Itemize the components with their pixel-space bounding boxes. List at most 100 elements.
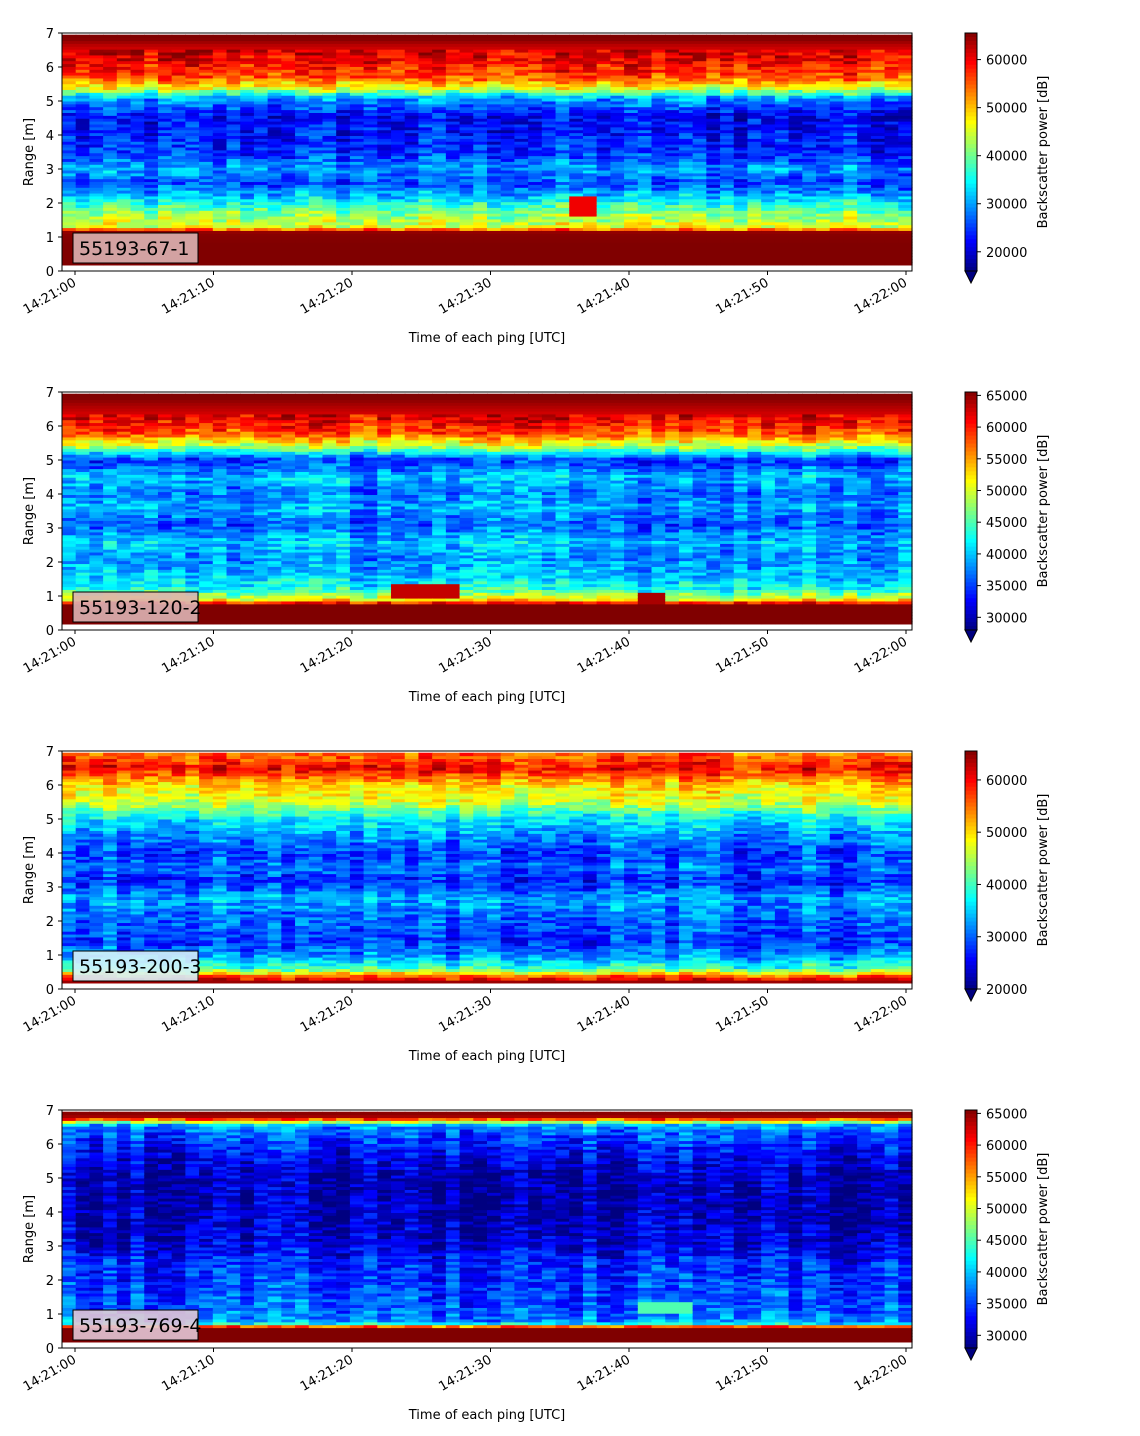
heatmap-cell	[391, 236, 406, 240]
heatmap-cell	[199, 201, 214, 206]
heatmap-cell	[295, 109, 310, 113]
heatmap-cell	[528, 149, 543, 154]
heatmap-cell	[144, 51, 159, 56]
heatmap-cell	[212, 181, 228, 185]
heatmap-cell	[308, 241, 324, 246]
heatmap-cell	[363, 169, 378, 174]
heatmap-cell	[308, 74, 324, 79]
heatmap-cell	[473, 72, 488, 76]
heatmap-cell	[267, 241, 282, 246]
heatmap-cell	[336, 224, 351, 229]
heatmap-cell	[308, 152, 324, 157]
heatmap-cell	[240, 230, 255, 234]
heatmap-cell	[500, 241, 516, 246]
heatmap-cell	[281, 72, 296, 76]
heatmap-cell	[267, 138, 282, 142]
heatmap-cell	[89, 207, 104, 211]
heatmap-cell	[418, 250, 433, 254]
heatmap-cell	[267, 244, 282, 249]
heatmap-cell	[281, 121, 296, 125]
heatmap-cell	[62, 230, 77, 234]
heatmap-cell	[199, 112, 214, 116]
heatmap-cell	[349, 241, 365, 246]
heatmap-cell	[473, 146, 488, 151]
heatmap-cell	[185, 115, 200, 119]
heatmap-cell	[473, 54, 488, 59]
heatmap-cell	[445, 230, 461, 234]
heatmap-cell	[624, 34, 639, 39]
heatmap-cell	[555, 92, 570, 96]
heatmap-cell	[377, 83, 392, 88]
heatmap-cell	[445, 152, 461, 157]
heatmap-cell	[404, 57, 420, 62]
heatmap-cell	[103, 40, 118, 44]
heatmap-cell	[253, 118, 269, 122]
heatmap-cell	[391, 210, 406, 214]
heatmap-cell	[62, 144, 77, 148]
heatmap-cell	[445, 126, 461, 131]
heatmap-cell	[377, 227, 392, 231]
heatmap-cell	[199, 198, 214, 203]
heatmap-cell	[89, 167, 104, 171]
heatmap-cell	[404, 167, 420, 171]
heatmap-cell	[281, 54, 296, 59]
heatmap-cell	[582, 198, 598, 203]
heatmap-cell	[240, 103, 255, 108]
heatmap-cell	[569, 86, 584, 90]
heatmap-cell	[308, 262, 324, 266]
heatmap-cell	[75, 190, 91, 194]
heatmap-cell	[240, 129, 255, 134]
heatmap-cell	[185, 46, 200, 50]
heatmap-cell	[500, 146, 516, 151]
heatmap-cell	[473, 158, 488, 162]
heatmap-cell	[130, 60, 145, 65]
heatmap-cell	[487, 230, 502, 234]
heatmap-cell	[569, 98, 584, 102]
heatmap-cell	[541, 215, 557, 220]
heatmap-cell	[253, 155, 269, 160]
heatmap-cell	[487, 89, 502, 93]
heatmap-cell	[391, 155, 406, 160]
heatmap-cell	[500, 100, 516, 105]
heatmap-cell	[240, 112, 255, 116]
heatmap-cell	[555, 161, 570, 165]
heatmap-cell	[349, 172, 365, 177]
heatmap-cell	[253, 92, 269, 96]
heatmap-cell	[528, 236, 543, 240]
heatmap-cell	[487, 207, 502, 211]
heatmap-cell	[103, 112, 118, 116]
heatmap-cell	[281, 126, 296, 131]
heatmap-cell	[377, 250, 392, 254]
heatmap-cell	[130, 144, 145, 148]
heatmap-cell	[528, 181, 543, 185]
heatmap-cell	[171, 221, 186, 226]
heatmap-cell	[514, 161, 529, 165]
heatmap-cell	[281, 201, 296, 206]
heatmap-cell	[404, 144, 420, 148]
heatmap-cell	[391, 138, 406, 142]
heatmap-cell	[103, 161, 118, 165]
heatmap-cell	[418, 221, 433, 226]
heatmap-cell	[240, 115, 255, 119]
heatmap-cell	[528, 207, 543, 211]
heatmap-cell	[295, 218, 310, 223]
heatmap-cell	[240, 215, 255, 220]
heatmap-cell	[62, 115, 77, 119]
heatmap-cell	[130, 138, 145, 142]
heatmap-cell	[473, 40, 488, 44]
heatmap-cell	[445, 161, 461, 165]
heatmap-cell	[528, 51, 543, 56]
heatmap-cell	[116, 100, 132, 105]
heatmap-cell	[267, 236, 282, 240]
heatmap-cell	[391, 89, 406, 93]
heatmap-cell	[240, 201, 255, 206]
heatmap-cell	[541, 262, 557, 266]
heatmap-cell	[582, 230, 598, 234]
heatmap-cell	[336, 175, 351, 180]
heatmap-cell	[473, 218, 488, 223]
heatmap-cell	[322, 106, 337, 111]
heatmap-cell	[75, 141, 91, 145]
heatmap-cell	[253, 161, 269, 165]
heatmap-cell	[171, 74, 186, 79]
heatmap-cell	[130, 178, 145, 183]
